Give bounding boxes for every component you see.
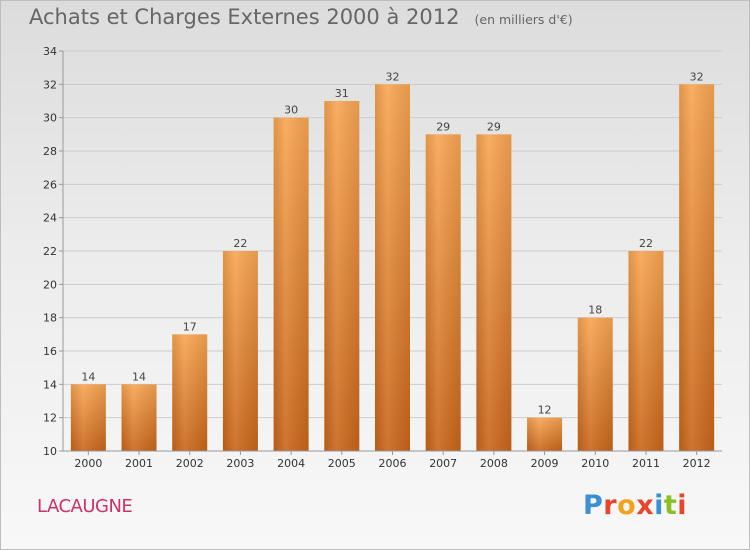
bar-shade-2009 xyxy=(527,417,563,451)
y-tick-label-16: 16 xyxy=(43,345,57,358)
y-tick-label-12: 12 xyxy=(43,412,57,425)
bars xyxy=(70,84,715,452)
x-tick-label-2007: 2007 xyxy=(429,457,457,470)
bar-shade-2005 xyxy=(324,101,360,451)
y-tick-label-18: 18 xyxy=(43,312,57,325)
logo-letter: o xyxy=(617,490,637,521)
bar-shade-2011 xyxy=(628,251,664,451)
data-label-2010: 18 xyxy=(588,304,602,317)
y-tick-labels: 10 12 14 16 18 20 22 24 26 28 30 32 34 xyxy=(43,45,57,458)
logo-letter: x xyxy=(636,490,655,521)
data-label-2004: 30 xyxy=(284,104,298,117)
bar-shade-2006 xyxy=(375,84,410,451)
x-tick-label-2005: 2005 xyxy=(328,457,356,470)
y-tick-label-34: 34 xyxy=(43,45,57,58)
x-tick-label-2000: 2000 xyxy=(74,457,102,470)
x-tick-label-2001: 2001 xyxy=(125,457,153,470)
x-tick-label-2011: 2011 xyxy=(632,457,660,470)
y-tick-label-22: 22 xyxy=(43,245,57,258)
bar-shade-2012 xyxy=(679,84,715,451)
bar-shade-2000 xyxy=(70,384,106,451)
y-tick-label-28: 28 xyxy=(43,145,57,158)
commune-name: LACAUGNE xyxy=(37,496,133,517)
data-label-2001: 14 xyxy=(132,370,146,383)
logo-letter: t xyxy=(663,490,678,521)
data-label-2012: 32 xyxy=(690,70,704,83)
y-tick-label-20: 20 xyxy=(43,278,57,291)
data-label-2009: 12 xyxy=(538,404,552,417)
bar-shade-2004 xyxy=(273,117,309,452)
bar-shade-2007 xyxy=(425,134,461,452)
x-tick-label-2004: 2004 xyxy=(277,457,305,470)
data-label-2002: 17 xyxy=(183,320,197,333)
data-label-2008: 29 xyxy=(487,120,501,133)
x-tick-label-2003: 2003 xyxy=(226,457,254,470)
bar-shade-2010 xyxy=(577,317,613,451)
chart-title: Achats et Charges Externes 2000 à 2012 xyxy=(29,5,460,29)
logo-letter: r xyxy=(603,490,618,521)
y-tick-label-24: 24 xyxy=(43,212,57,225)
data-label-2011: 22 xyxy=(639,237,653,250)
x-tick-label-2006: 2006 xyxy=(379,457,407,470)
title-row: Achats et Charges Externes 2000 à 2012 (… xyxy=(29,5,573,29)
x-tick-label-2009: 2009 xyxy=(531,457,559,470)
proxiti-logo[interactable]: Proxiti xyxy=(583,490,687,521)
x-tick-label-2008: 2008 xyxy=(480,457,508,470)
y-tick-label-14: 14 xyxy=(43,378,57,391)
data-label-2000: 14 xyxy=(81,370,95,383)
data-label-2005: 31 xyxy=(335,87,349,100)
data-label-2006: 32 xyxy=(386,70,400,83)
units-label: (en milliers d'€) xyxy=(474,12,573,27)
logo-letter: i xyxy=(654,490,664,521)
data-label-2007: 29 xyxy=(436,120,450,133)
data-label-2003: 22 xyxy=(233,237,247,250)
data-labels: 14 14 17 22 30 31 32 29 29 12 18 22 32 xyxy=(81,70,703,416)
y-tick-label-10: 10 xyxy=(43,445,57,458)
x-tick-label-2010: 2010 xyxy=(581,457,609,470)
logo-letter: i xyxy=(677,490,688,521)
y-tick-label-32: 32 xyxy=(43,78,57,91)
bar-shade-2002 xyxy=(172,334,208,451)
x-tick-label-2012: 2012 xyxy=(683,457,711,470)
bar-shade-2008 xyxy=(476,134,512,452)
x-tick-label-2002: 2002 xyxy=(176,457,204,470)
y-tick-label-26: 26 xyxy=(43,178,57,191)
bar-shade-2003 xyxy=(222,251,258,451)
x-tick-labels: 2000 2001 2002 2003 2004 2005 2006 2007 2008 2009… xyxy=(74,451,711,470)
y-tick-label-30: 30 xyxy=(43,112,57,125)
logo-letter: P xyxy=(583,490,604,521)
bar-shade-2001 xyxy=(121,384,157,451)
